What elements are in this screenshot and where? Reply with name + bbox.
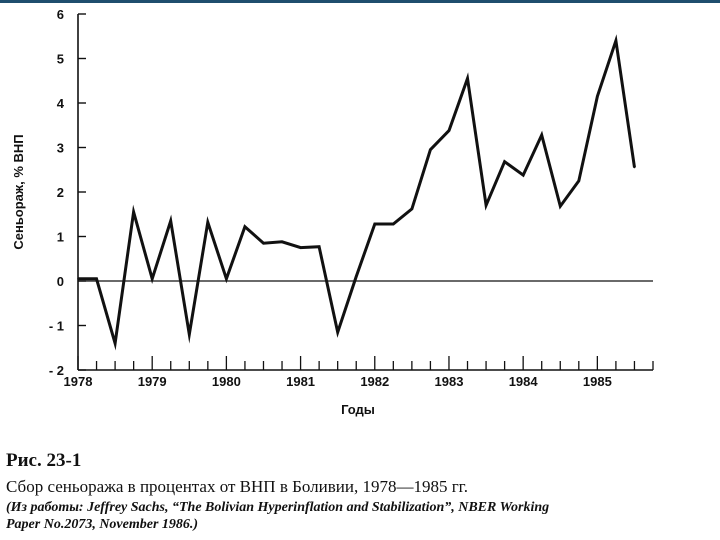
x-axis-ticks: 1978 1979 1980 1981 1982 1983 1984 1985 [64,356,654,389]
data-point [596,95,599,98]
data-point [132,211,135,213]
x-tick-label: 1980 [212,374,241,389]
x-tick-label: 1981 [286,374,315,389]
data-point [392,223,395,225]
axes [77,14,653,371]
data-point [336,331,339,334]
x-tick-label: 1978 [64,374,93,389]
data-point [633,166,636,169]
x-tick-label: 1979 [138,374,167,389]
y-axis-label: Сеньораж, % ВНП [11,134,26,249]
figure-source-line-1: (Из работы: Jeffrey Sachs, “The Bolivian… [6,500,550,515]
data-point [559,205,562,207]
data-point [169,220,172,222]
x-tick-label: 1985 [583,374,612,389]
data-point [540,134,543,136]
x-tick-label: 1982 [360,374,389,389]
data-point [318,245,320,248]
data-point [578,180,580,182]
data-point [485,204,487,207]
data-point [207,221,209,224]
figure-label: Рис. 23-1 [6,450,82,471]
data-point [429,148,432,151]
seigniorage-series-line [78,34,636,351]
data-point [188,333,191,336]
data-point [77,278,79,280]
data-point [355,275,358,278]
y-tick-label: 1 [57,230,64,245]
top-border-rule [0,0,720,3]
data-point [244,225,246,228]
data-point [522,174,524,176]
data-point [114,342,116,345]
figure-source: (Из работы: Jeffrey Sachs, “The Bolivian… [6,499,714,533]
y-tick-label: 4 [57,96,65,111]
data-point [411,208,413,210]
x-axis-label: Годы [341,402,375,417]
data-point [374,223,376,225]
data-point [615,39,617,42]
x-tick-label: 1984 [509,374,539,389]
data-point [225,278,228,280]
series-group [77,34,636,351]
data-point [448,129,450,132]
y-tick-label: 0 [57,274,64,289]
y-tick-label: 2 [57,185,64,200]
y-tick-label: 3 [57,141,64,156]
y-tick-label: 5 [57,52,64,67]
figure-source-line-2: Paper No.2073, November 1986.) [6,517,199,532]
data-point [262,242,265,244]
y-tick-label: - 1 [49,319,64,334]
data-point [503,160,506,163]
figure-description: Сбор сеньоража в процентах от ВНП в Боли… [6,477,468,496]
y-tick-label: 6 [57,7,64,22]
y-axis-ticks: 6 5 4 3 2 1 0 - 1 - 2 [49,7,86,378]
data-point [466,77,469,80]
x-tick-label: 1983 [435,374,464,389]
data-point [299,246,302,249]
data-point [281,241,283,243]
data-point [95,278,98,280]
data-point [151,278,153,280]
y-tick-label: - 2 [49,363,64,378]
